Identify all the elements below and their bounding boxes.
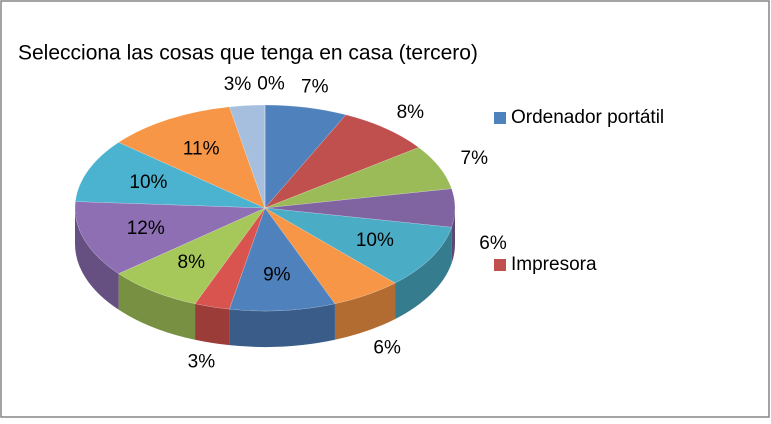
data-label: 8% [397,102,425,123]
legend-swatch [494,112,506,124]
slice [264,104,347,209]
slice [75,142,266,209]
chart-title: Selecciona las cosas que tenga en casa (… [18,42,478,65]
data-label: 6% [373,337,401,358]
slice [264,147,452,209]
slice [229,104,266,209]
data-label: 0% [257,73,285,94]
legend-swatch [494,259,506,271]
legend-label: Impresora [511,254,597,275]
slice [264,188,456,228]
data-label: 8% [178,252,206,273]
data-label: 7% [301,76,329,97]
slice [264,207,396,305]
slice-side [195,303,230,346]
slice-side [75,208,119,310]
slice [264,207,452,284]
data-label: 9% [263,265,291,286]
data-label: 7% [461,148,489,169]
data-label: 3% [224,74,252,95]
data-label: 6% [479,233,507,254]
slice [118,106,266,209]
slice [74,201,266,274]
slice [194,207,266,310]
slice-side [118,273,196,340]
legend-label: Ordenador portátil [511,107,664,128]
slice-side [229,303,335,347]
slice [118,207,266,305]
slice [229,207,336,312]
data-label: 12% [127,218,165,239]
slice-side [334,283,396,340]
slice-side [395,227,452,320]
slice-side [451,208,455,264]
data-label: 10% [129,172,167,193]
data-label: 3% [188,352,216,373]
slice [264,114,420,209]
data-label: 10% [356,230,394,251]
data-label: 11% [183,139,220,160]
